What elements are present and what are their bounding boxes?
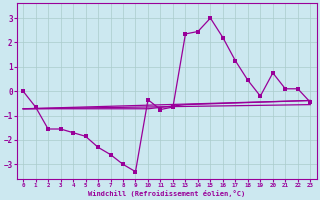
X-axis label: Windchill (Refroidissement éolien,°C): Windchill (Refroidissement éolien,°C) bbox=[88, 190, 245, 197]
